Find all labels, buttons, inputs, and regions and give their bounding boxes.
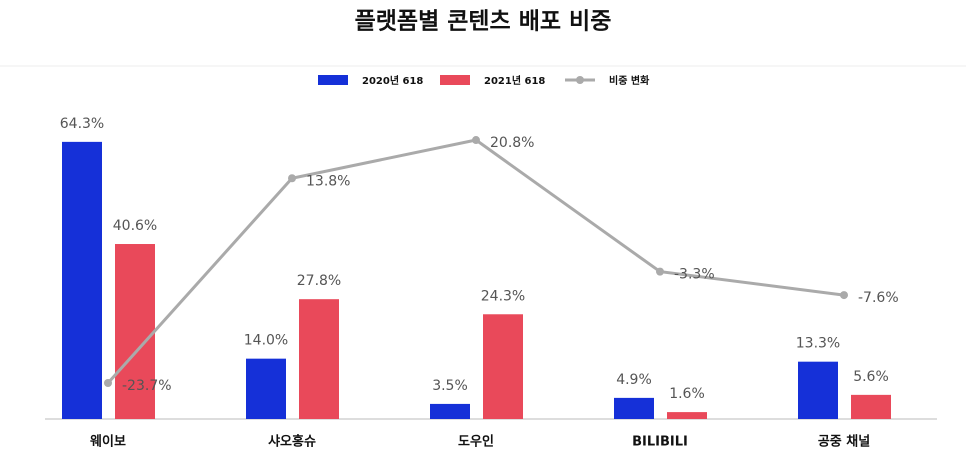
value-label: 3.5%: [432, 378, 468, 394]
legend-marker: [576, 76, 584, 84]
bar: [62, 141, 102, 419]
legend-label: 비중 변화: [609, 74, 650, 87]
chart-title: 플랫폼별 콘텐츠 배포 비중: [355, 9, 612, 35]
value-label: 4.9%: [616, 372, 652, 388]
value-label: 24.3%: [481, 288, 525, 304]
bar: [246, 358, 286, 419]
bar: [430, 403, 470, 419]
bar: [115, 244, 155, 419]
x-tick-label: 웨이보: [90, 434, 126, 450]
value-label: 20.8%: [490, 135, 534, 151]
value-label: 13.8%: [306, 173, 350, 189]
change-line: [106, 138, 845, 385]
bar: [483, 314, 523, 419]
change-point: [104, 379, 112, 388]
change-point: [288, 174, 296, 183]
value-label: 27.8%: [297, 273, 341, 289]
bar: [614, 397, 654, 419]
value-label: -3.3%: [674, 267, 715, 283]
bar: [667, 412, 707, 419]
value-label: 13.3%: [796, 336, 840, 352]
value-label: 5.6%: [853, 369, 889, 385]
x-tick-label: 공중 채널: [818, 434, 870, 450]
value-label: -23.7%: [122, 378, 172, 394]
value-label: 40.6%: [113, 218, 157, 234]
bar: [851, 394, 891, 419]
x-tick-label: 샤오홍슈: [268, 434, 316, 450]
legend-label: 2021년 618: [484, 74, 545, 87]
value-label: -7.6%: [858, 290, 899, 306]
legend-label: 2020년 618: [362, 74, 423, 87]
value-label: 1.6%: [669, 386, 705, 402]
bar: [299, 299, 339, 419]
bar: [798, 361, 838, 419]
legend-swatch: [440, 75, 470, 85]
legend-swatch: [318, 75, 348, 85]
change-point: [656, 267, 664, 276]
value-label: 64.3%: [60, 116, 104, 132]
x-tick-label: 도우인: [458, 434, 494, 450]
value-label: 14.0%: [244, 333, 288, 349]
change-point: [840, 291, 848, 300]
x-tick-label: BILIBILI: [632, 435, 688, 450]
change-point: [472, 136, 480, 145]
